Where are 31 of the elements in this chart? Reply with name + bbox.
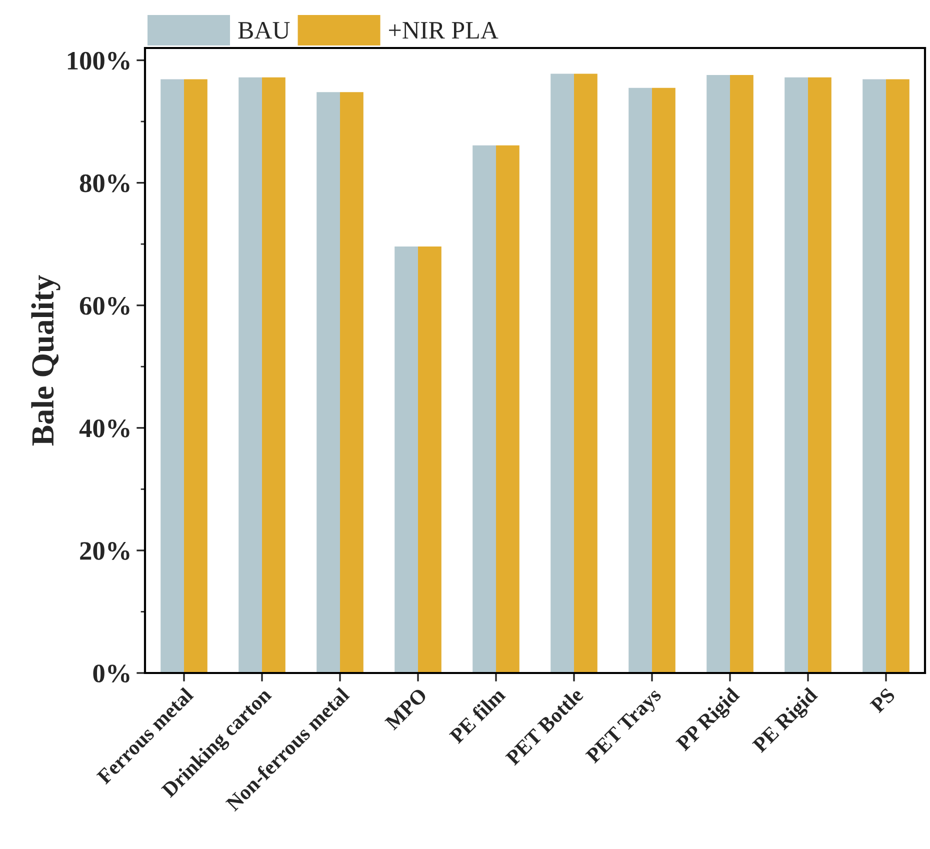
bar bbox=[160, 79, 184, 673]
bar bbox=[730, 74, 754, 673]
y-tick-label: 80% bbox=[80, 174, 130, 192]
y-tick-label: 0% bbox=[93, 664, 130, 682]
y-tick-label: 20% bbox=[80, 542, 130, 560]
bar bbox=[238, 77, 262, 673]
bar bbox=[316, 92, 340, 673]
bar bbox=[886, 79, 910, 673]
legend-label: BAU bbox=[238, 22, 290, 39]
bar bbox=[706, 74, 730, 673]
y-tick-label: 60% bbox=[80, 296, 130, 315]
bar bbox=[184, 79, 208, 673]
bar bbox=[628, 88, 652, 673]
bar bbox=[574, 74, 598, 673]
bar bbox=[418, 246, 442, 673]
y-tick-label: 40% bbox=[79, 420, 130, 438]
bar bbox=[340, 92, 364, 673]
bar bbox=[472, 145, 496, 673]
bar bbox=[862, 79, 886, 673]
x-tick-label: PS bbox=[870, 687, 896, 714]
bar bbox=[784, 77, 808, 673]
legend-label: +NIR PLA bbox=[389, 22, 498, 38]
bar bbox=[652, 88, 676, 673]
bar bbox=[394, 246, 418, 673]
bar bbox=[496, 145, 520, 673]
y-axis-title: Bale Quality bbox=[31, 275, 60, 446]
bar bbox=[262, 77, 286, 673]
bar bbox=[550, 74, 574, 673]
x-tick-label: PE film bbox=[448, 686, 506, 744]
y-tick-label: 100% bbox=[68, 52, 130, 70]
bar bbox=[808, 77, 832, 673]
